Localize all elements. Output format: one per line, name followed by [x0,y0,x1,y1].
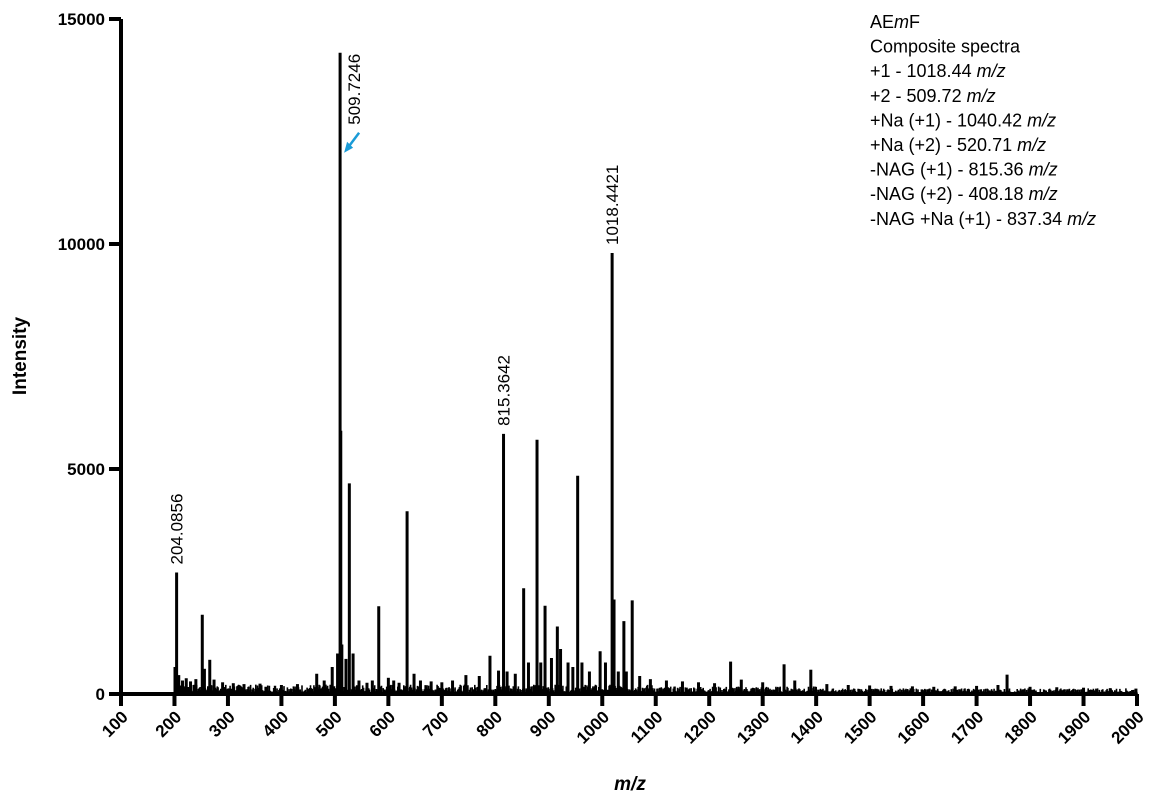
y-axis-title: Intensity [10,317,31,396]
legend-line: -NAG (+1) - 815.36 m/z [870,160,1058,180]
y-tick-labels: 0 5000 10000 15000 [58,10,121,704]
x-tick-label: 900 [526,707,559,740]
x-tick-label: 1000 [573,707,613,747]
peak-label: 815.3642 [495,355,514,426]
peak-labels: 204.0856 509.7246 815.3642 1018.4421 [168,54,622,565]
legend-line: AEmF [870,12,920,32]
peak-label: 509.7246 [345,54,364,125]
x-tick-label: 1400 [787,707,827,747]
x-tick-label: 500 [312,707,345,740]
legend-line: Composite spectra [870,37,1021,57]
x-tick-label: 2000 [1108,707,1148,747]
legend-line: +Na (+1) - 1040.42 m/z [870,110,1056,130]
x-tick-label: 1100 [627,707,667,747]
x-tick-label: 1600 [894,707,934,747]
legend-line: +Na (+2) - 520.71 m/z [870,135,1046,155]
y-tick-label: 0 [96,685,105,704]
x-tick-label: 600 [366,707,399,740]
x-tick-label: 400 [259,707,292,740]
y-tick-label: 15000 [58,10,105,29]
x-tick-label: 200 [152,707,185,740]
peak-label: 204.0856 [168,494,187,565]
legend-line: -NAG (+2) - 408.18 m/z [870,184,1058,204]
legend: AEmF Composite spectra +1 - 1018.44 m/z +2 … [870,12,1096,229]
legend-line: -NAG +Na (+1) - 837.34 m/z [870,209,1096,229]
x-tick-label: 100 [98,707,131,740]
peak-arrow-head [344,141,354,153]
x-tick-label: 1500 [840,707,880,747]
legend-line: +2 - 509.72 m/z [870,86,996,106]
spectrum-peaks [173,52,1138,694]
x-tick-labels: 100 200 300 400 500 600 700 800 900 1000 1100 1200 1… [98,694,1148,748]
x-axis-title: m/z [614,774,646,795]
y-tick-label: 10000 [58,235,105,254]
x-tick-label: 1200 [680,707,720,747]
axes [119,19,1137,696]
x-tick-label: 300 [205,707,238,740]
peak-label: 1018.4421 [603,165,622,245]
x-tick-label: 1900 [1054,707,1094,747]
x-tick-label: 800 [473,707,506,740]
x-tick-label: 1300 [733,707,773,747]
x-tick-label: 1800 [1001,707,1041,747]
x-tick-label: 700 [419,707,452,740]
legend-line: +1 - 1018.44 m/z [870,61,1006,81]
y-tick-label: 5000 [67,460,105,479]
x-tick-label: 1700 [947,707,987,747]
